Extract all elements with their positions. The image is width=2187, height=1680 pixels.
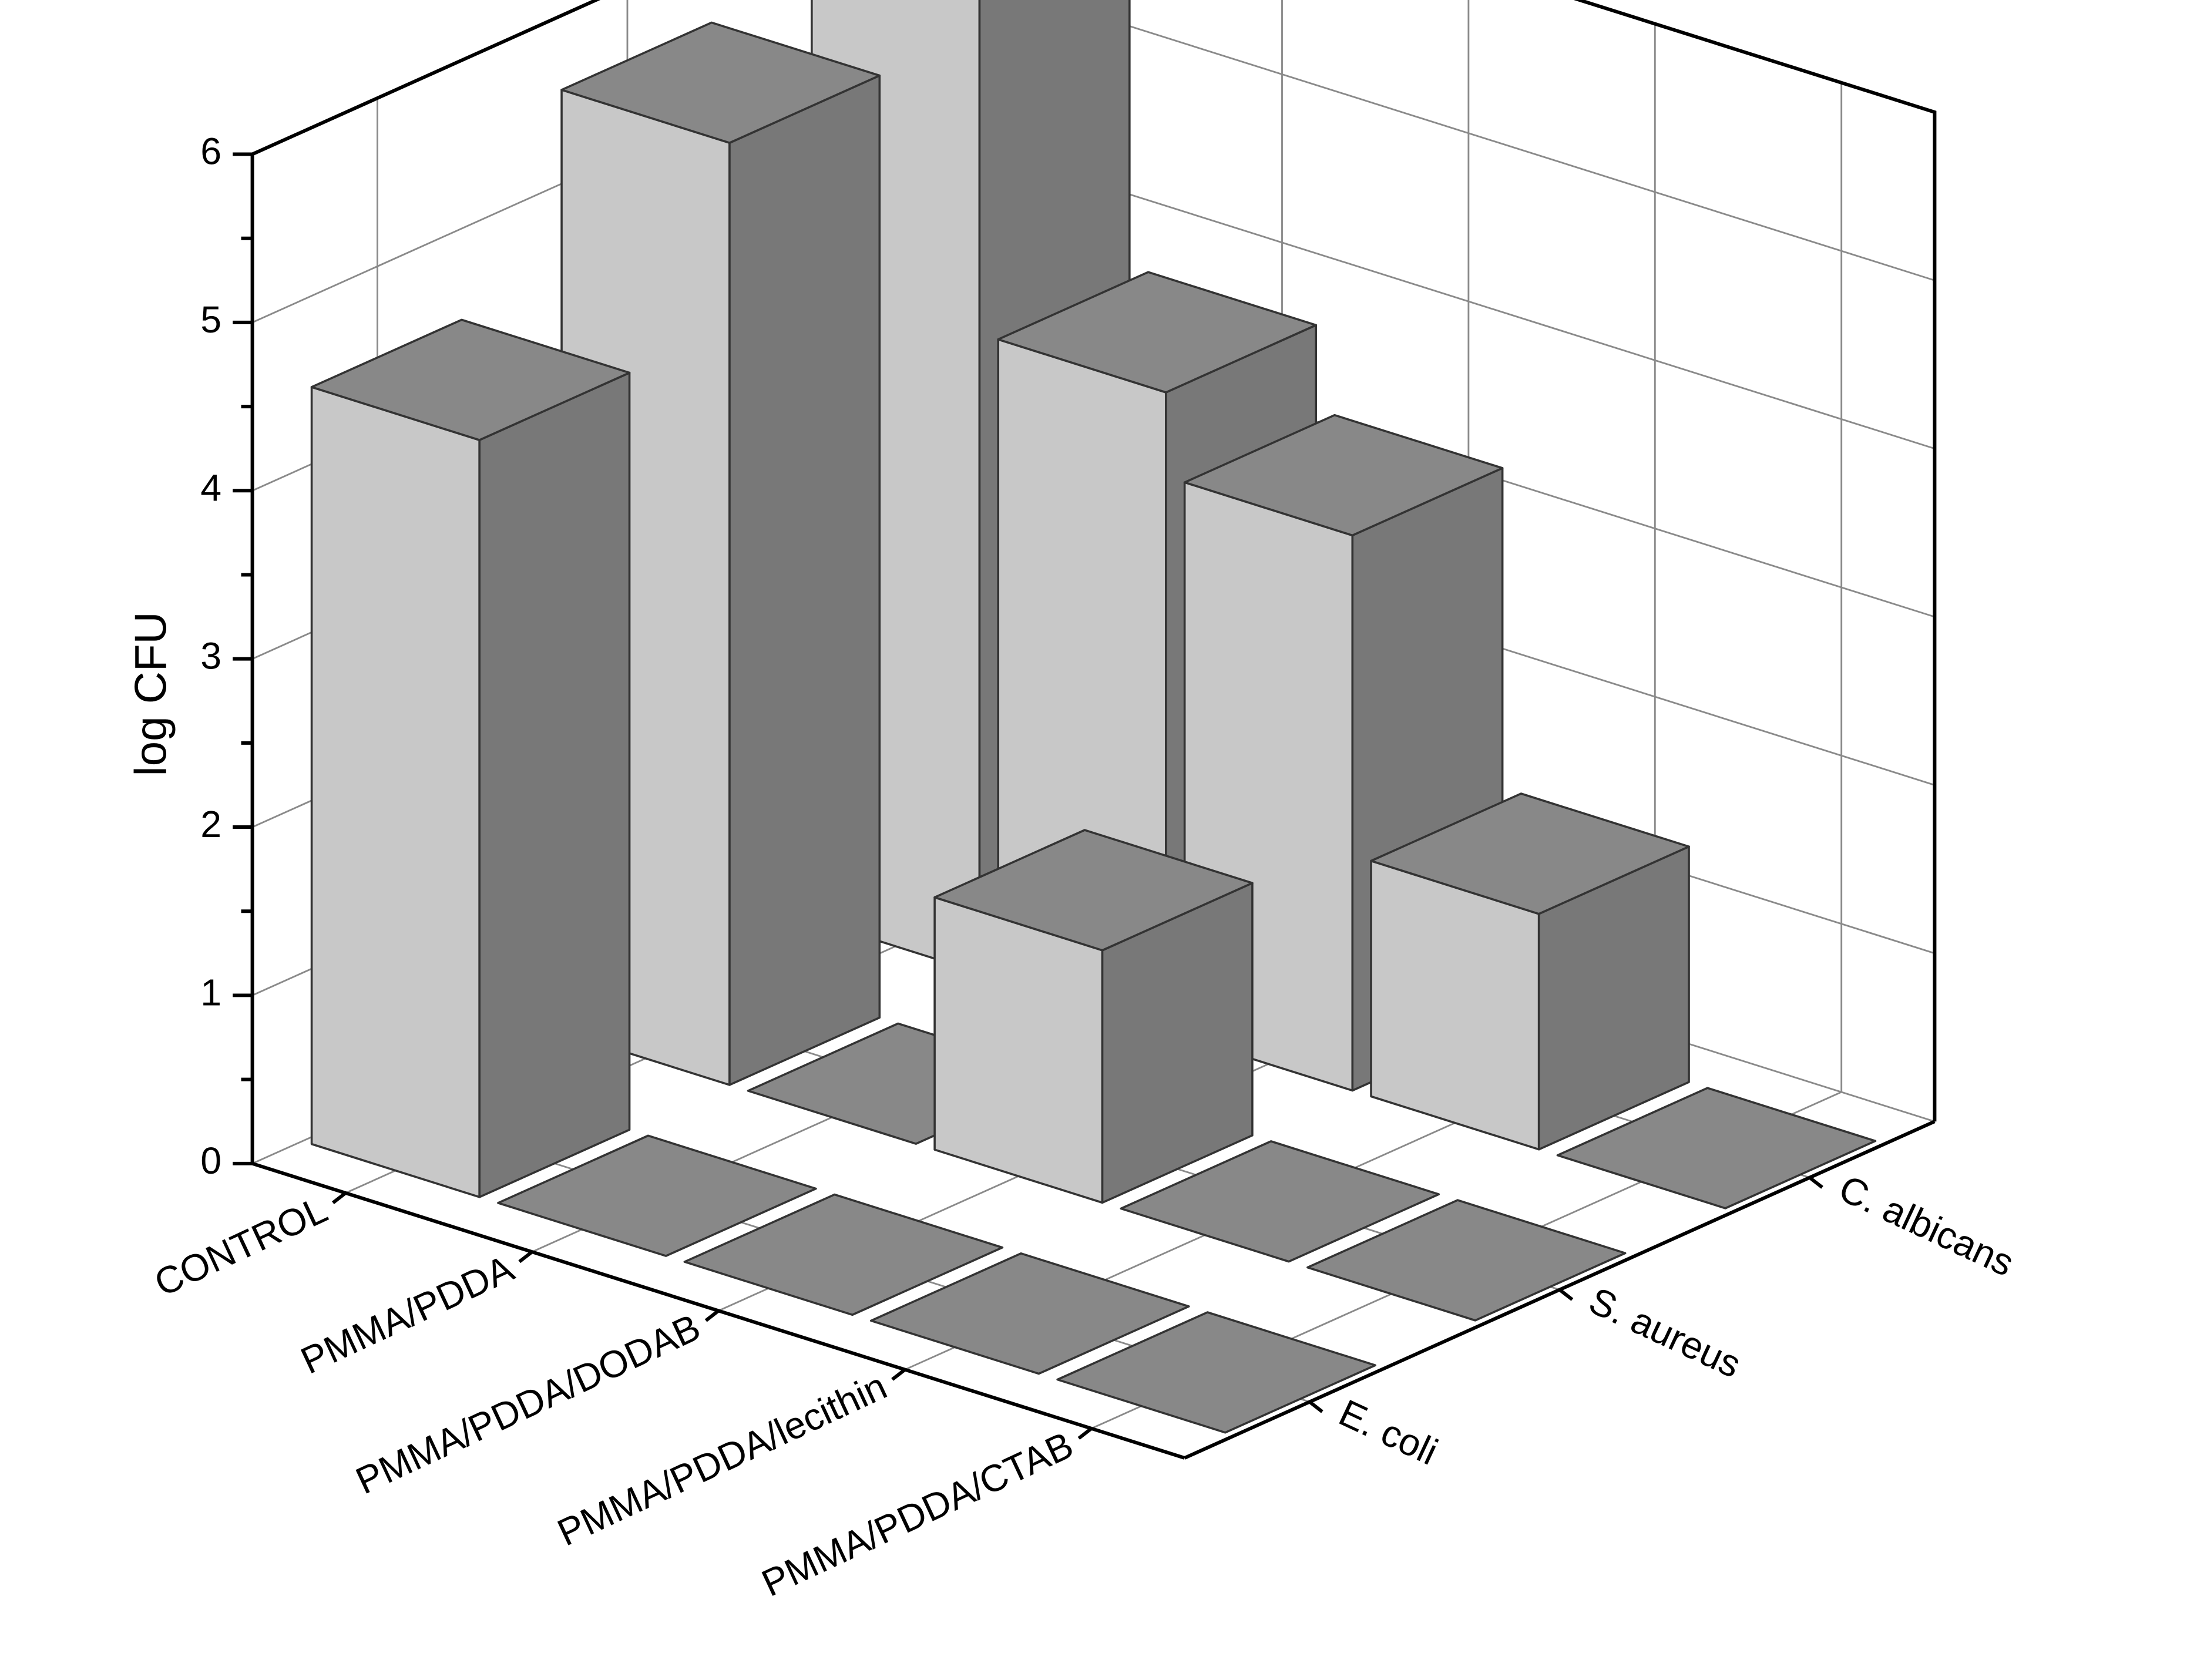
bar-top	[560, 21, 881, 144]
bar-side	[728, 74, 881, 1086]
bar-top	[1120, 1140, 1440, 1263]
bar-top	[997, 271, 1318, 394]
y-tick-label: S. aureus	[1583, 1279, 1747, 1386]
x-tick	[1077, 1427, 1093, 1440]
y-tick	[1808, 1176, 1823, 1189]
z-tick-label: 2	[200, 803, 221, 845]
bar-top	[1306, 1199, 1627, 1322]
y-tick	[1558, 1288, 1574, 1301]
bar-top	[497, 1134, 817, 1257]
bar-top	[1370, 792, 1690, 915]
bar	[683, 1193, 1004, 1316]
z-tick-label: 3	[200, 635, 221, 677]
x-tick-label: PMMA/PDDA/CTAB	[755, 1423, 1080, 1604]
y-tick-label: E. coli	[1333, 1391, 1444, 1473]
bar	[1056, 1311, 1376, 1434]
bar	[1556, 1087, 1877, 1209]
x-tick	[331, 1191, 347, 1204]
y-tick-label: C. albicans	[1833, 1167, 2020, 1285]
bar	[869, 1252, 1190, 1375]
z-tick-label: 1	[200, 971, 221, 1013]
z-axis-title: log CFU	[126, 611, 176, 776]
bars	[310, 0, 1877, 1434]
bar	[1306, 1199, 1627, 1322]
bar-top	[933, 829, 1254, 952]
z-tick-label: 0	[200, 1140, 221, 1182]
z-tick-label: 4	[200, 466, 221, 509]
grid-line	[1091, 82, 1843, 1430]
grid-line	[252, 0, 1935, 324]
bar-top	[1183, 414, 1504, 537]
frame	[251, 0, 1937, 1122]
bar	[1370, 792, 1690, 1151]
x-tick	[891, 1368, 906, 1381]
bar-top	[1556, 1087, 1877, 1209]
bar	[310, 318, 631, 1198]
x-tick-label: CONTROL	[148, 1188, 334, 1304]
x-tick	[704, 1309, 720, 1322]
y-tick	[1308, 1400, 1323, 1413]
bar-side	[478, 371, 631, 1198]
z-tick-label: 5	[200, 298, 221, 341]
x-tick-label: PMMA/PDDA	[294, 1247, 520, 1382]
bar	[497, 1134, 817, 1257]
bar-top	[310, 318, 631, 441]
z-tick-label: 6	[200, 130, 221, 173]
x-tick	[518, 1250, 533, 1264]
bar-top	[869, 1252, 1190, 1375]
bar-top	[1056, 1311, 1376, 1434]
bar-top	[683, 1193, 1004, 1316]
bar-front	[310, 386, 481, 1198]
bar	[1120, 1140, 1440, 1263]
bar	[933, 829, 1254, 1204]
